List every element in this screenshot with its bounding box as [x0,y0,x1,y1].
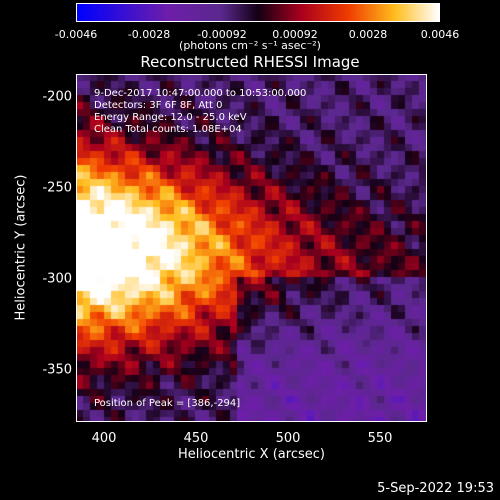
y-tick-label: -200 [42,89,72,105]
colorbar [76,3,440,22]
x-tick-label: 550 [367,431,393,446]
colorbar-tick: 0.00092 [272,28,318,41]
annotation-clean: Clean Total counts: 1.08E+04 [94,124,242,135]
colorbar-tick: -0.0046 [54,28,98,41]
x-tick-label: 450 [183,431,209,446]
colorbar-tick: 0.0046 [420,28,460,41]
x-tick-label: 500 [275,431,301,446]
y-axis-label: Heliocentric Y (arcsec) [13,174,29,321]
y-tick-label: -350 [42,362,72,378]
annotation-energy: Energy Range: 12.0 - 25.0 keV [94,112,247,123]
colorbar-unit: (photons cm⁻² s⁻¹ asec⁻²) [179,39,321,52]
y-tick-label: -250 [42,180,72,196]
y-tick-label: -300 [42,271,72,287]
colorbar-tick: -0.0028 [127,28,171,41]
annotation-peak: Position of Peak = [386,-294] [94,398,241,409]
x-tick-label: 400 [91,431,117,446]
footer-date: 5-Sep-2022 19:53 [377,481,494,496]
heatmap-image [76,74,427,422]
x-axis-label: Heliocentric X (arcsec) [178,447,325,462]
annotation-detectors: Detectors: 3F 6F 8F, Att 0 [94,100,223,111]
colorbar-tick: 0.0028 [348,28,388,41]
annotation-time: 9-Dec-2017 10:47:00.000 to 10:53:00.000 [94,88,307,99]
chart-title: Reconstructed RHESSI Image [140,53,360,71]
colorbar-tick: -0.00092 [197,28,247,41]
